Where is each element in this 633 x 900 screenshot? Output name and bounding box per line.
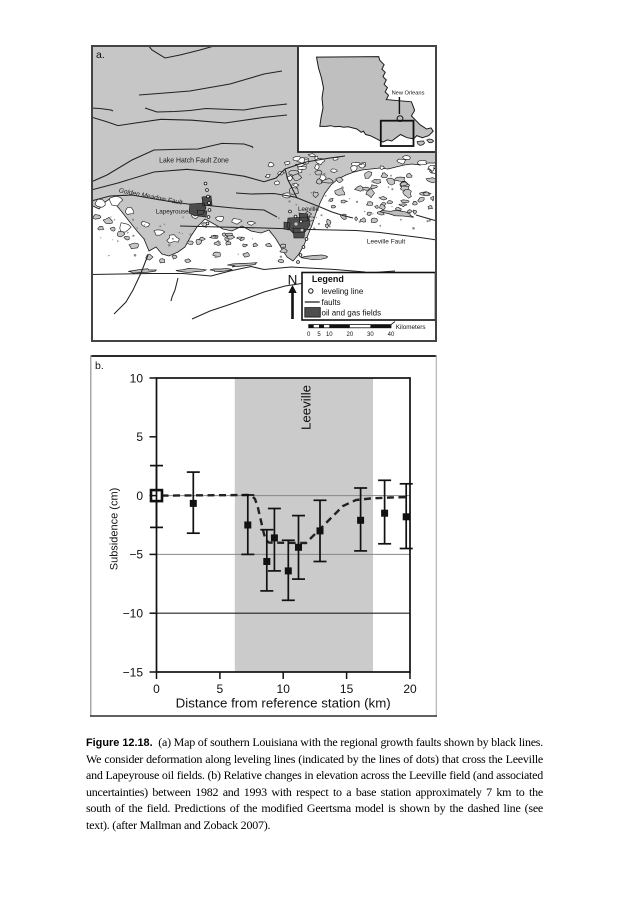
svg-text:a.: a. <box>96 49 105 61</box>
svg-text:10: 10 <box>277 682 291 696</box>
svg-text:10: 10 <box>130 371 144 385</box>
svg-text:Subsidence (cm): Subsidence (cm) <box>109 488 121 571</box>
svg-text:5: 5 <box>136 430 143 444</box>
svg-text:20: 20 <box>347 332 354 338</box>
svg-text:0: 0 <box>136 489 143 503</box>
svg-text:5: 5 <box>217 682 224 696</box>
svg-text:Leeville: Leeville <box>298 206 320 213</box>
svg-text:10: 10 <box>326 332 333 338</box>
svg-text:b.: b. <box>95 360 104 372</box>
svg-text:0: 0 <box>307 332 311 338</box>
svg-text:Kilometers: Kilometers <box>396 324 426 331</box>
svg-text:5: 5 <box>317 332 321 338</box>
svg-text:0: 0 <box>153 682 160 696</box>
svg-text:leveling line: leveling line <box>322 287 364 296</box>
svg-text:New Orleans: New Orleans <box>392 91 425 97</box>
svg-text:40: 40 <box>388 332 395 338</box>
svg-text:−10: −10 <box>123 607 144 621</box>
svg-text:−15: −15 <box>123 665 144 679</box>
svg-text:Lapeyrouse: Lapeyrouse <box>156 208 189 215</box>
svg-text:Lake Hatch Fault Zone: Lake Hatch Fault Zone <box>159 158 229 165</box>
svg-text:Legend: Legend <box>312 274 344 284</box>
svg-text:N: N <box>288 273 298 288</box>
svg-text:Distance from reference statio: Distance from reference station (km) <box>176 696 391 711</box>
svg-text:30: 30 <box>367 332 374 338</box>
svg-text:20: 20 <box>403 682 417 696</box>
svg-text:Leeville Fault: Leeville Fault <box>367 239 405 246</box>
svg-text:−5: −5 <box>129 548 143 562</box>
svg-text:15: 15 <box>340 682 354 696</box>
svg-text:oil and gas fields: oil and gas fields <box>322 308 382 317</box>
svg-text:Leeville: Leeville <box>299 385 314 430</box>
svg-text:faults: faults <box>322 298 341 307</box>
